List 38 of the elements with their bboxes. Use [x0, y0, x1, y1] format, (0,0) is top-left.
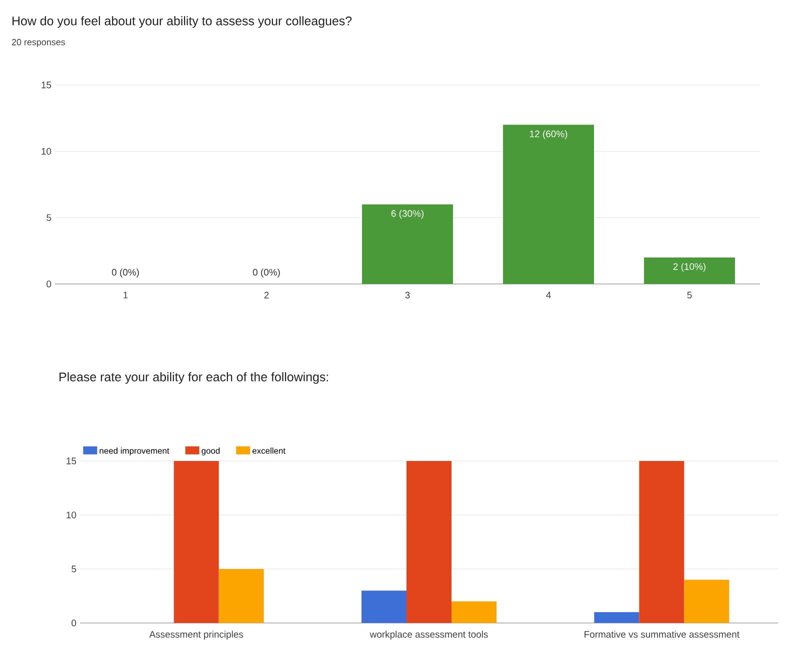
x-tick-label: workplace assessment tools: [370, 630, 488, 640]
bar: [639, 460, 684, 623]
y-tick-label: 0: [72, 620, 76, 626]
x-tick-label: 3: [405, 292, 410, 298]
bar: [174, 460, 219, 623]
bar: [362, 204, 454, 284]
bar: [452, 601, 497, 623]
y-tick-label: 10: [66, 512, 76, 518]
y-tick-label: 15: [42, 82, 52, 88]
chart-title: Please rate your ability for each of the followings:: [60, 372, 328, 384]
data-label: 12 (60%): [530, 130, 568, 140]
chart-subtitle: 20 responses: [12, 38, 66, 48]
y-tick-label: 5: [46, 214, 52, 221]
x-tick-label: 2: [264, 292, 269, 298]
x-tick-label: 1: [124, 292, 128, 298]
legend-label: good: [202, 448, 220, 456]
bar: [406, 460, 452, 623]
bar: [503, 124, 594, 284]
y-tick-label: 5: [72, 566, 76, 572]
bar: [684, 580, 730, 623]
data-label: 0 (0%): [112, 268, 139, 278]
bar: [594, 612, 640, 623]
legend-label: need improvement: [100, 448, 170, 456]
x-tick-label: 5: [687, 292, 692, 298]
bar: [644, 257, 736, 284]
bar: [218, 568, 264, 623]
y-tick-label: 15: [66, 458, 76, 464]
y-tick-label: 10: [42, 148, 52, 155]
bar: [362, 590, 407, 623]
x-tick-label: 4: [546, 292, 551, 298]
y-tick-label: 0: [46, 280, 52, 288]
x-tick-label: Assessment principles: [149, 630, 244, 640]
data-label: 6 (30%): [391, 210, 424, 219]
data-label: 0 (0%): [252, 268, 280, 278]
x-tick-label: Formative vs summative assessment: [584, 630, 740, 638]
legend-label: excellent: [252, 448, 286, 454]
chart-title: How do you feel about your ability to assess your colleagues?: [12, 16, 352, 28]
data-label: 2 (10%): [673, 262, 706, 272]
